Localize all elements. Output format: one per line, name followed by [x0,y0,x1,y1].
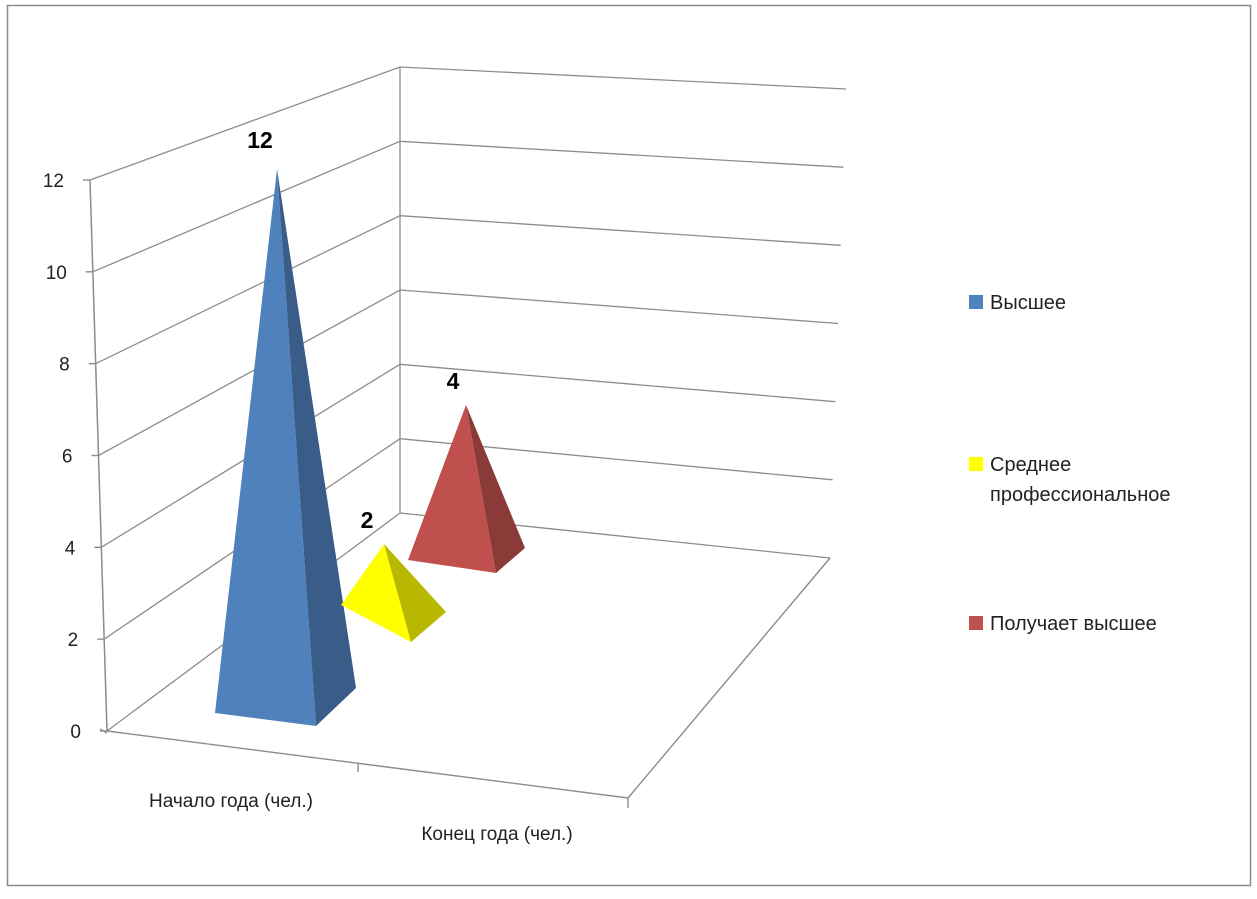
y-tick-label-8: 8 [59,355,70,376]
legend-label-1-0: Среднее [990,454,1071,476]
pyramid-side-face-0 [277,169,356,726]
y-tick-label-2: 2 [68,630,79,651]
y-tick-label-12: 12 [43,171,64,192]
legend-swatch-0 [969,295,983,309]
y-tick-label-4: 4 [65,538,76,559]
pyramid-front-face-1 [341,544,411,642]
legend-swatch-1 [969,457,983,471]
pyramid-side-face-1 [384,544,446,642]
data-label-1: 2 [361,507,374,533]
category-labels: Начало года (чел.) Конец года (чел.) [149,791,573,845]
pyramid-marks [215,169,525,726]
category-label-0: Начало года (чел.) [149,791,313,812]
category-label-1: Конец года (чел.) [421,824,572,845]
legend: Высшее Среднее профессиональное Получает вы… [969,292,1171,635]
pyramid-side-face-2 [466,405,525,573]
pyramid-front-face-0 [215,169,316,726]
axes [83,67,831,808]
legend-swatch-2 [969,616,983,630]
pyramid-front-face-2 [408,405,496,573]
data-labels: 12 2 4 [247,127,459,533]
y-tick-label-10: 10 [46,263,67,284]
data-label-2: 4 [447,368,460,394]
y-tick-labels: 0 2 4 6 8 10 12 [43,171,81,743]
data-label-0: 12 [247,127,273,153]
chart-border [6,4,1252,887]
legend-label-0-0: Высшее [990,292,1066,314]
y-tick-label-0: 0 [70,722,81,743]
y-tick-label-6: 6 [62,447,73,468]
legend-label-2-0: Получает высшее [990,613,1157,635]
legend-label-1-1: профессиональное [990,484,1171,506]
